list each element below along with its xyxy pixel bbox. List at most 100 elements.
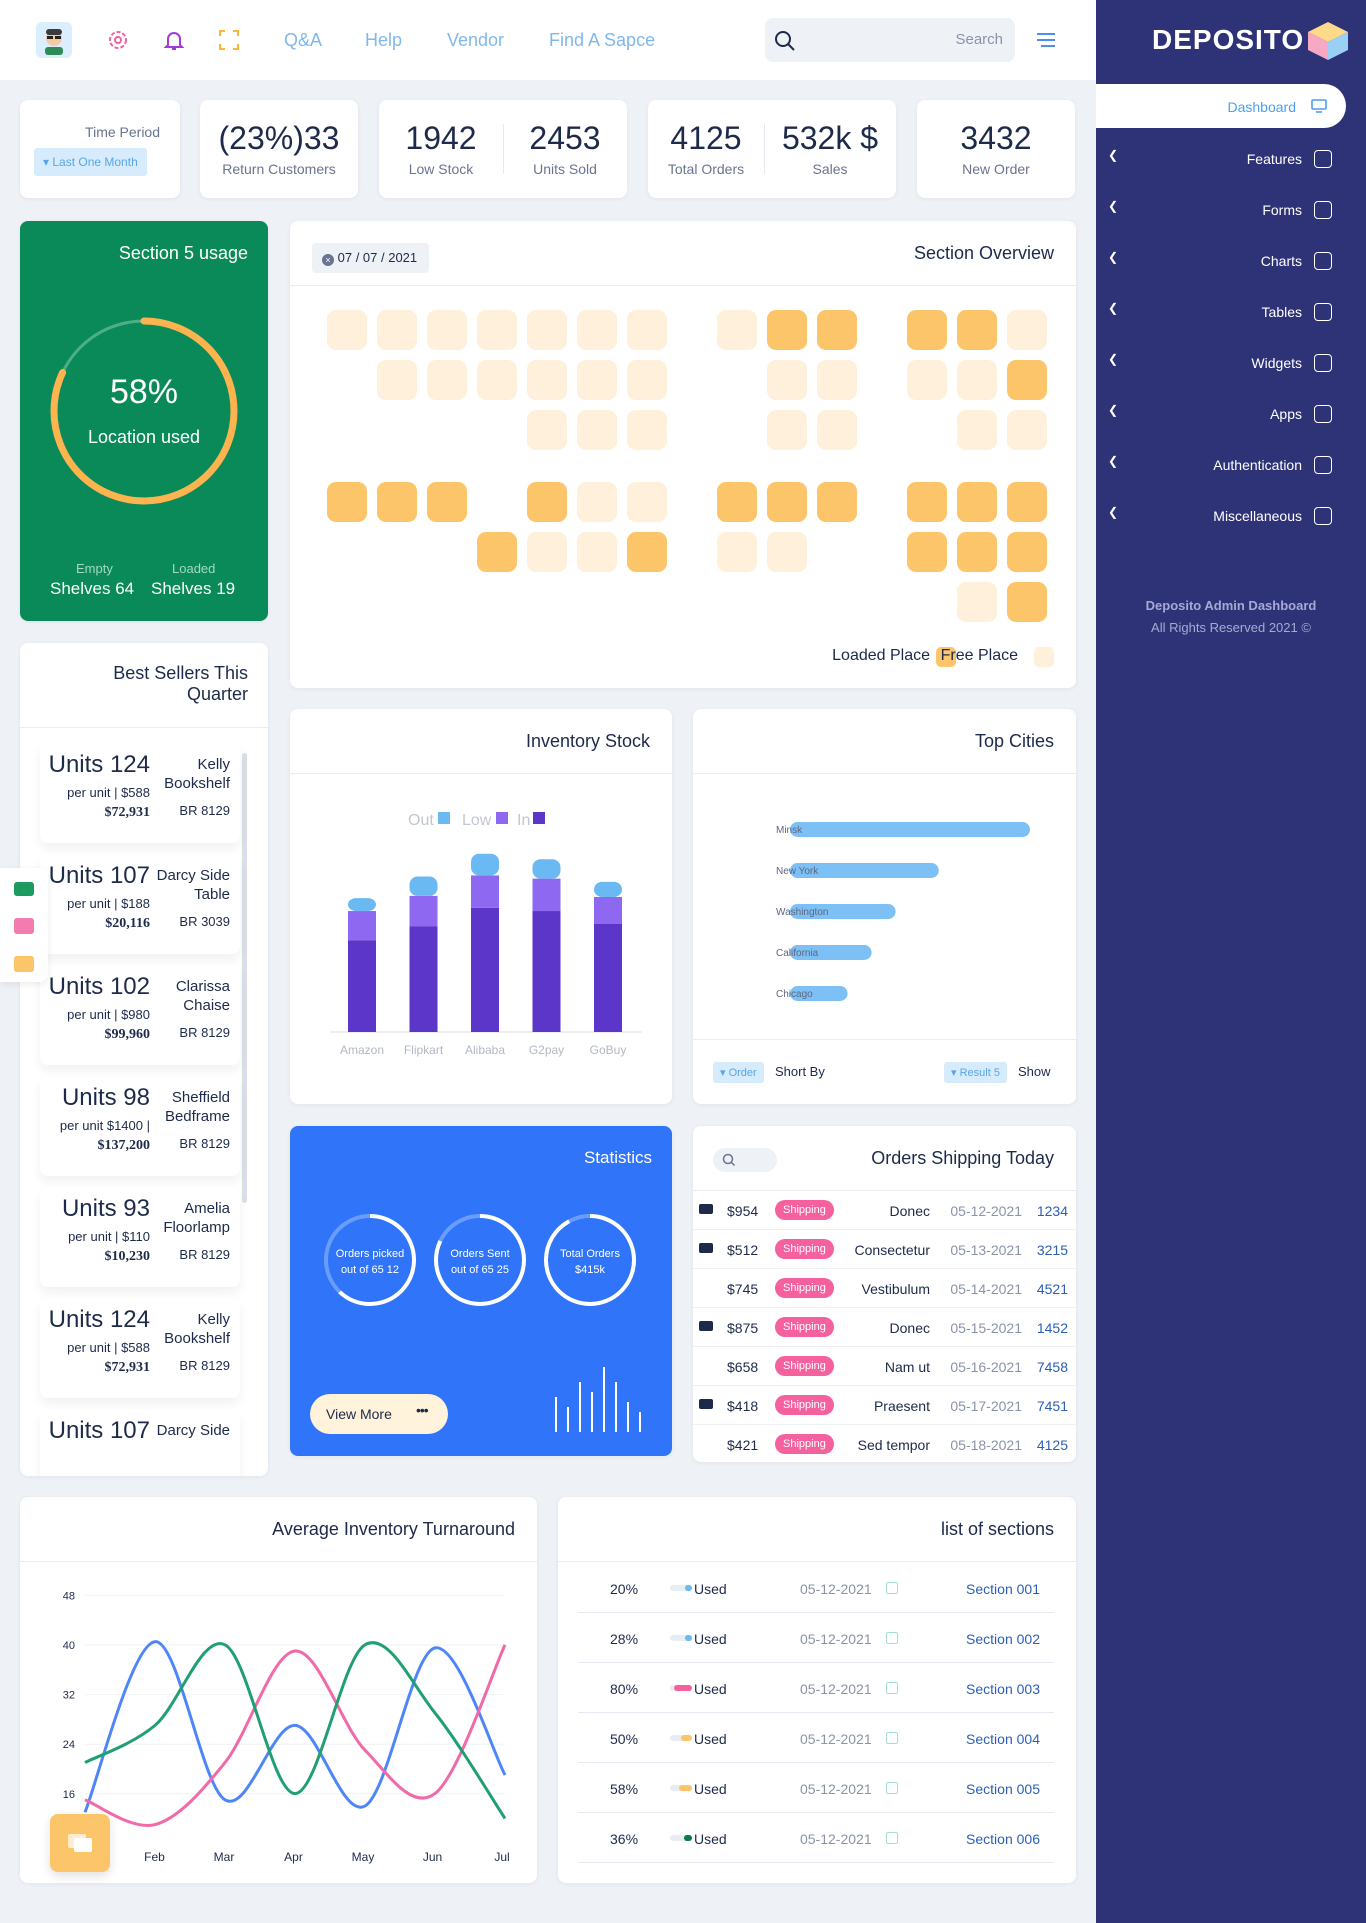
free-place[interactable] [627, 482, 667, 522]
loaded-place[interactable] [527, 482, 567, 522]
sidebar-item-authentication[interactable]: ❮ Authentication [1096, 454, 1366, 478]
section-link[interactable]: Section 004 [966, 1731, 1040, 1747]
loaded-place[interactable] [907, 532, 947, 572]
chat-button[interactable] [50, 1814, 110, 1872]
result-select[interactable]: ▾ Result 5 [944, 1062, 1007, 1083]
calendar-icon[interactable] [886, 1582, 898, 1594]
clear-icon[interactable]: × [322, 254, 334, 266]
nav-link-find-space[interactable]: Find A Sapce [549, 30, 656, 50]
free-place[interactable] [957, 360, 997, 400]
free-place[interactable] [767, 532, 807, 572]
bell-icon[interactable] [156, 22, 192, 58]
loaded-place[interactable] [1007, 360, 1047, 400]
loaded-place[interactable] [767, 310, 807, 350]
loaded-place[interactable] [957, 532, 997, 572]
sidebar-item-tables[interactable]: ❮ Tables [1096, 301, 1366, 325]
sidebar-item-apps[interactable]: ❮ Apps [1096, 403, 1366, 427]
best-seller-row[interactable]: Units 93 per unit | $110 $10,230 Amelia Flo… [40, 1187, 240, 1287]
shipping-row[interactable]: $745 Shipping Vestibulum 05-14-2021 4521 [693, 1269, 1076, 1308]
bar-g2pay-out[interactable] [532, 859, 561, 879]
free-place[interactable] [577, 310, 617, 350]
loaded-place[interactable] [1007, 482, 1047, 522]
bar-flipkart-out[interactable] [409, 876, 438, 896]
loaded-place[interactable] [717, 482, 757, 522]
bar-washington[interactable] [790, 904, 896, 919]
shipping-row[interactable]: $954 Shipping Donec 05-12-2021 1234 [693, 1191, 1076, 1230]
bar-amazon-low[interactable] [348, 911, 376, 941]
loaded-place[interactable] [377, 482, 417, 522]
loaded-place[interactable] [957, 310, 997, 350]
order-id[interactable]: 7458 [1036, 1359, 1068, 1375]
free-place[interactable] [527, 532, 567, 572]
free-place[interactable] [767, 410, 807, 450]
section-link[interactable]: Section 005 [966, 1781, 1040, 1797]
bar-gobuy-in[interactable] [594, 924, 622, 1032]
section-row[interactable]: 20% Used 05-12-2021 Section 001 [578, 1563, 1054, 1613]
calendar-icon[interactable] [886, 1632, 898, 1644]
free-place[interactable] [477, 360, 517, 400]
free-place[interactable] [717, 532, 757, 572]
order-id[interactable]: 1452 [1036, 1320, 1068, 1336]
free-place[interactable] [817, 360, 857, 400]
image-icon[interactable] [14, 918, 34, 934]
bar-new-york[interactable] [790, 863, 939, 878]
free-place[interactable] [477, 310, 517, 350]
free-place[interactable] [627, 410, 667, 450]
bar-amazon-in[interactable] [348, 940, 376, 1032]
bar-minsk[interactable] [790, 822, 1030, 837]
nav-link-qa[interactable]: Q&A [284, 30, 323, 50]
calendar-icon[interactable] [886, 1832, 898, 1844]
free-place[interactable] [1007, 410, 1047, 450]
loaded-place[interactable] [907, 482, 947, 522]
free-place[interactable] [577, 410, 617, 450]
sidebar-item-miscellaneous[interactable]: ❮ Miscellaneous [1096, 505, 1366, 529]
free-place[interactable] [767, 360, 807, 400]
bar-alibaba-low[interactable] [471, 875, 499, 908]
loaded-place[interactable] [1007, 532, 1047, 572]
best-seller-row[interactable]: Units 124 per unit | $588 $72,931 Kelly Boo… [40, 1298, 240, 1398]
bar-gobuy-low[interactable] [594, 897, 622, 924]
free-place[interactable] [577, 482, 617, 522]
free-place[interactable] [427, 360, 467, 400]
nav-link-help[interactable]: Help [365, 30, 403, 50]
fullscreen-icon[interactable] [211, 22, 247, 58]
view-more-button[interactable]: View More ••• [310, 1394, 448, 1434]
shipping-search[interactable] [713, 1148, 777, 1172]
section-link[interactable]: Section 006 [966, 1831, 1040, 1847]
loaded-place[interactable] [817, 482, 857, 522]
free-place[interactable] [527, 310, 567, 350]
loaded-place[interactable] [907, 310, 947, 350]
series-line-pink[interactable] [84, 1644, 507, 1828]
order-id[interactable]: 3215 [1036, 1242, 1068, 1258]
sidebar-item-charts[interactable]: ❮ Charts [1096, 250, 1366, 274]
gear-icon[interactable] [100, 22, 136, 58]
section-link[interactable]: Section 002 [966, 1631, 1040, 1647]
order-id[interactable]: 7451 [1036, 1398, 1068, 1414]
bar-flipkart-in[interactable] [409, 926, 438, 1032]
order-id[interactable]: 4125 [1036, 1437, 1068, 1453]
free-place[interactable] [627, 310, 667, 350]
order-select[interactable]: ▾ Order [713, 1062, 764, 1083]
series-line-blue[interactable] [83, 1640, 507, 1813]
section-row[interactable]: 28% Used 05-12-2021 Section 002 [578, 1613, 1054, 1663]
best-seller-row[interactable]: Units 124 per unit | $588 $72,931 Kelly Boo… [40, 743, 240, 843]
loaded-place[interactable] [327, 482, 367, 522]
bar-gobuy-out[interactable] [594, 881, 622, 897]
nav-link-vendor[interactable]: Vendor [447, 30, 505, 50]
date-picker[interactable]: × 07 / 07 / 2021 [312, 243, 430, 273]
sidebar-item-features[interactable]: ❮ Features [1096, 148, 1366, 172]
free-place[interactable] [957, 582, 997, 622]
best-seller-row[interactable]: Units 107 per unit | $188 $20,116 Darcy Sid… [40, 854, 240, 954]
menu-icon[interactable] [1028, 22, 1064, 58]
sidebar-item-forms[interactable]: ❮ Forms [1096, 199, 1366, 223]
bar-flipkart-low[interactable] [409, 895, 438, 927]
free-place[interactable] [1007, 310, 1047, 350]
loaded-place[interactable] [427, 482, 467, 522]
free-place[interactable] [377, 360, 417, 400]
section-link[interactable]: Section 003 [966, 1681, 1040, 1697]
free-place[interactable] [577, 360, 617, 400]
section-row[interactable]: 80% Used 05-12-2021 Section 003 [578, 1663, 1054, 1713]
shipping-row[interactable]: $512 Shipping Consectetur 05-13-2021 3215 [693, 1230, 1076, 1269]
scrollbar[interactable] [242, 753, 247, 1203]
time-period-select[interactable]: ▾ Last One Month [34, 148, 147, 176]
